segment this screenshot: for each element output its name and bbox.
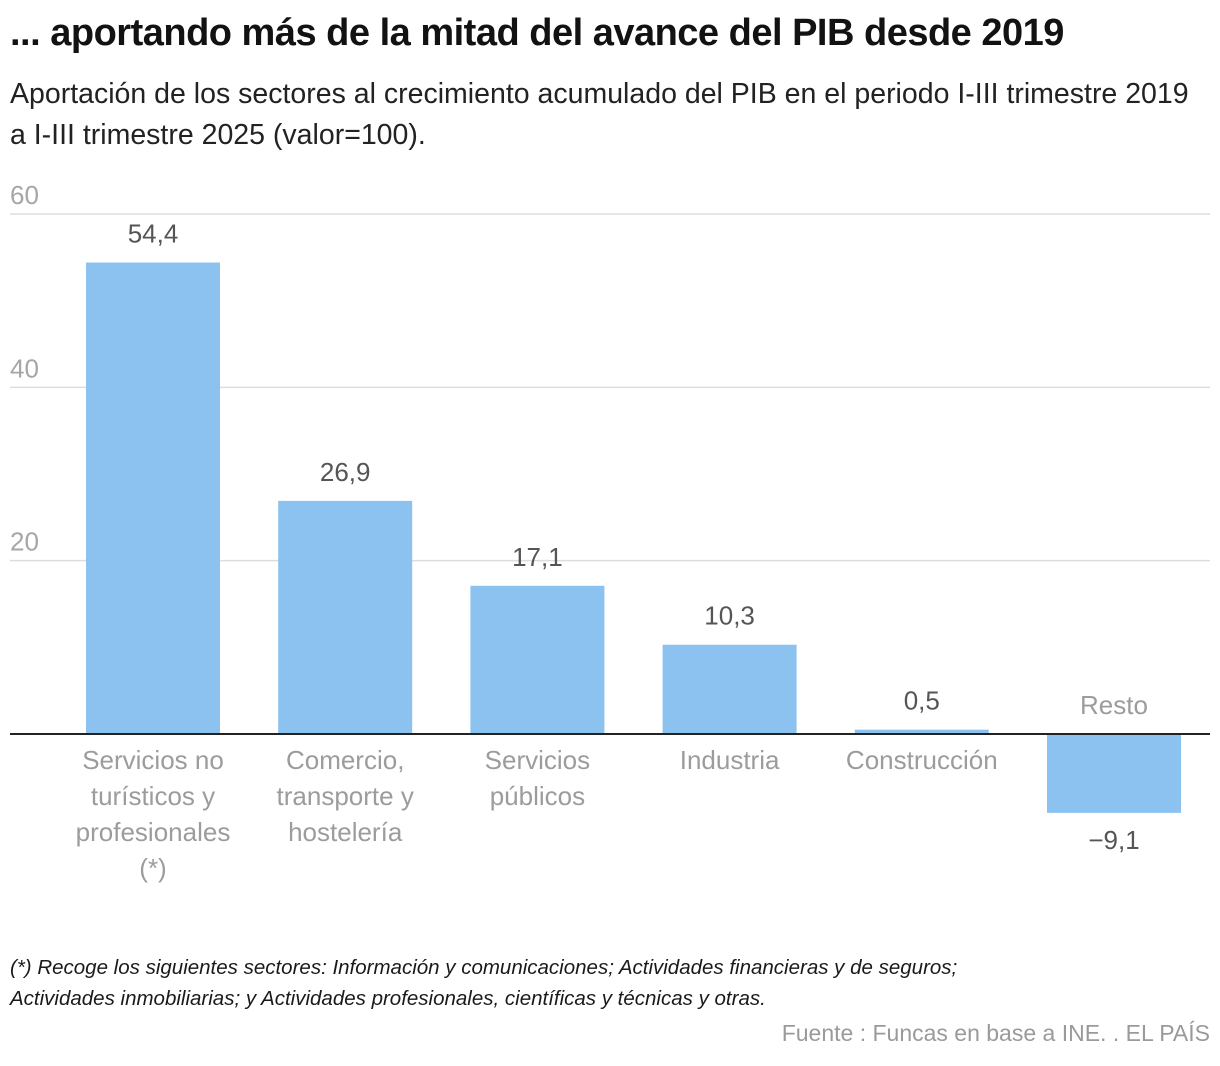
chart-subtitle: Aportación de los sectores al crecimient… [10, 78, 1189, 151]
category-label: (*) [139, 853, 166, 883]
category-label: Comercio, [286, 745, 404, 775]
category-label: Servicios [485, 745, 590, 775]
category-label: Servicios no [82, 745, 224, 775]
bar-chart: 20 40 60 54,4 Servicios no turísticos y profes… [10, 180, 1210, 883]
data-label: 10,3 [704, 601, 755, 631]
category-label: turísticos y [91, 781, 215, 811]
category-label: hostelería [288, 817, 403, 847]
data-label: 54,4 [128, 219, 179, 249]
category-label: Industria [680, 745, 780, 775]
data-label: 26,9 [320, 457, 371, 487]
source-credit: Fuente : Funcas en base a INE. . EL PAÍS [781, 1020, 1210, 1046]
labels: 20 40 60 54,4 Servicios no turísticos y profes… [10, 180, 1148, 883]
y-tick-label: 20 [10, 527, 39, 557]
data-label: −9,1 [1088, 825, 1139, 855]
category-label: públicos [490, 781, 585, 811]
bar [278, 500, 413, 734]
bars [86, 262, 1181, 813]
y-tick-label: 60 [10, 180, 39, 210]
footnote-line: Actividades inmobiliarias; y Actividades… [10, 987, 766, 1010]
category-label: Resto [1080, 690, 1148, 720]
bar [86, 262, 220, 734]
bar [854, 729, 989, 734]
chart-title: ... aportando más de la mitad del avance… [10, 12, 1064, 54]
data-label: 17,1 [512, 542, 563, 572]
category-label: Construcción [846, 745, 998, 775]
footnote: (*) Recoge los siguientes sectores: Info… [10, 952, 1210, 1014]
bar [470, 585, 605, 734]
category-label: profesionales [76, 817, 231, 847]
category-label: transporte y [277, 781, 414, 811]
data-label: 0,5 [904, 686, 940, 716]
bar [662, 644, 797, 734]
bar [1047, 734, 1181, 813]
footnote-line: (*) Recoge los siguientes sectores: Info… [10, 956, 958, 979]
y-tick-label: 40 [10, 353, 39, 383]
